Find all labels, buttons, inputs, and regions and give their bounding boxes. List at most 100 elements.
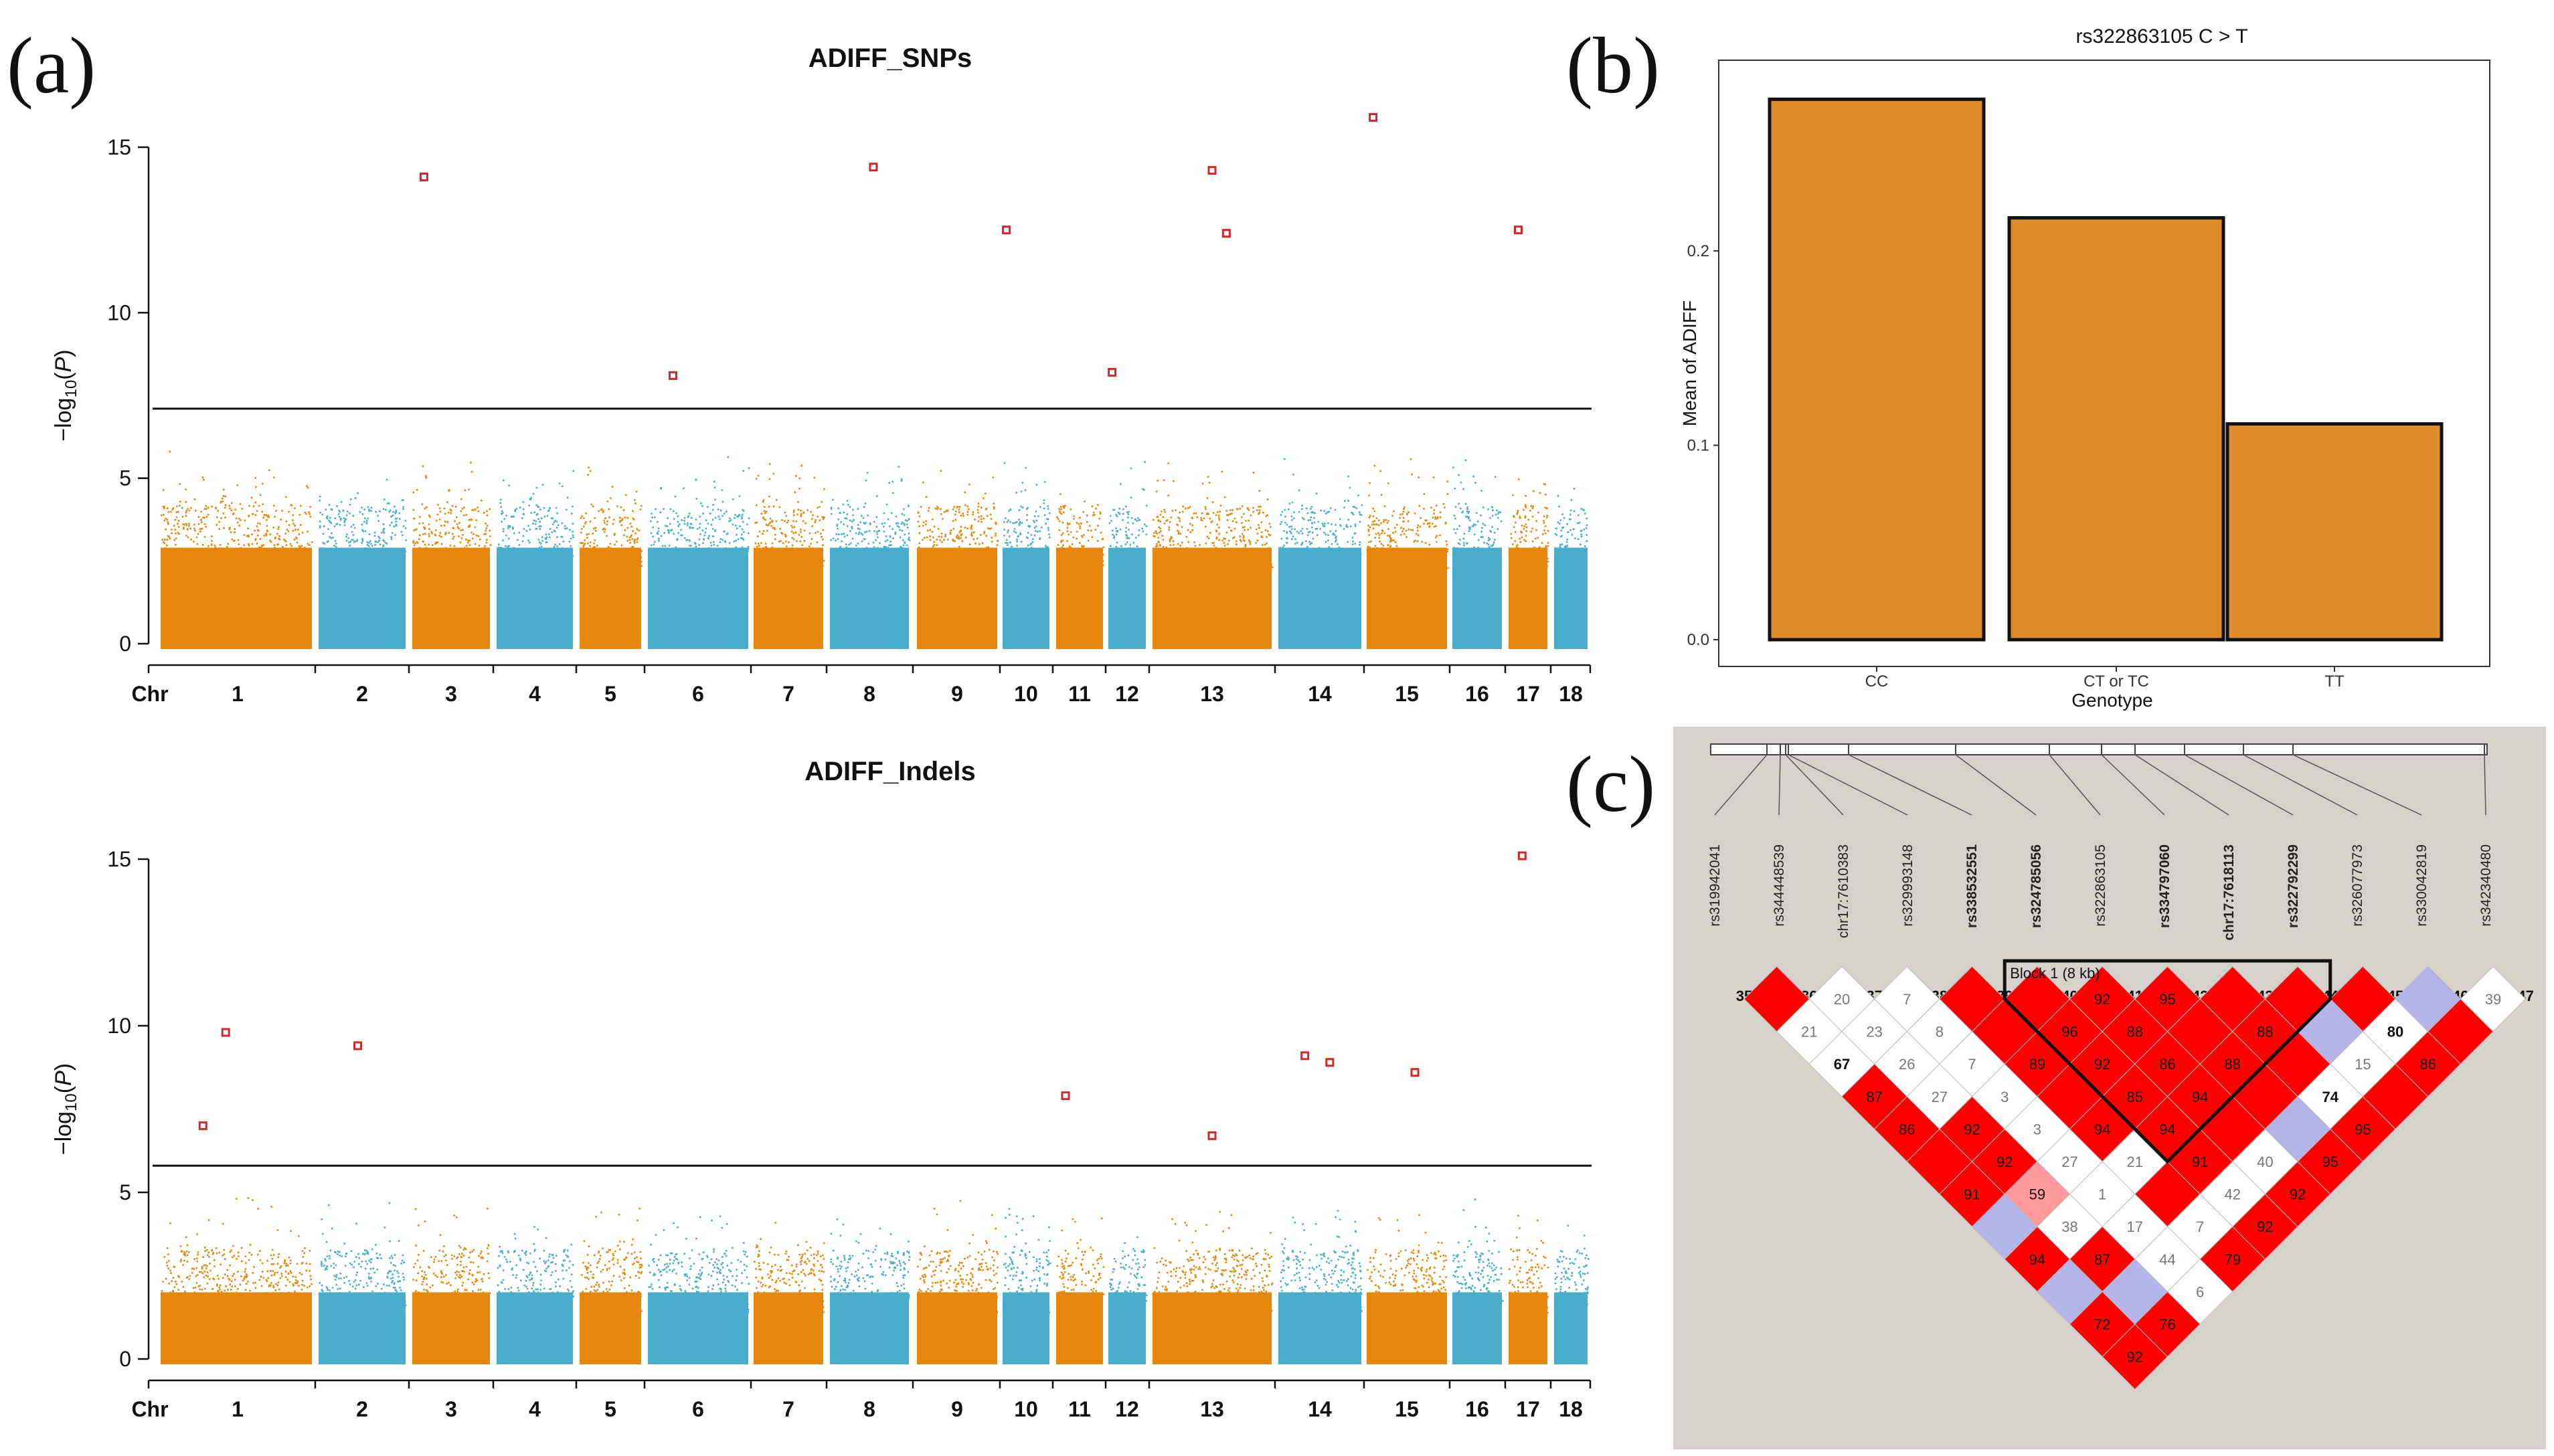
bar-category-label: CT or TC	[2083, 672, 2149, 691]
ld-cell-value: 92	[1964, 1121, 1980, 1138]
ld-cell-value: 94	[2192, 1089, 2208, 1105]
ld-cell-value: 6	[2196, 1283, 2204, 1300]
significant-point	[198, 1121, 207, 1130]
ld-cell-value: 26	[1899, 1056, 1915, 1073]
chromosome-label: 10	[1014, 1397, 1038, 1421]
ld-heatmap: rs31994204135rs34444853936chr17:76103833…	[1673, 727, 2546, 1449]
ld-cell-value: 21	[1801, 1024, 1817, 1040]
ld-cell-value: 92	[1996, 1154, 2013, 1170]
manhattan-indels-title: ADIFF_Indels	[804, 757, 976, 786]
ld-cell-value: 87	[1866, 1089, 1882, 1105]
ld-snp-label: rs342340480	[2478, 844, 2494, 927]
ld-cell-value: 85	[2127, 1089, 2143, 1105]
ld-connector	[2049, 754, 2101, 816]
manhattan-indels-points	[161, 1197, 1590, 1364]
chromosome-label: 3	[445, 1397, 457, 1421]
y-tick-label: 15	[107, 847, 131, 871]
significant-point	[1221, 229, 1231, 238]
significant-point	[1002, 225, 1011, 235]
significant-point	[1207, 166, 1217, 175]
chromosome-label: 18	[1559, 682, 1583, 706]
chromosome-label: 4	[529, 1397, 541, 1421]
ld-position-bar	[1710, 743, 2488, 755]
manhattan-points-even-chr	[319, 456, 1588, 649]
ld-cell-value: 92	[2257, 1218, 2273, 1235]
chromosome-label: 15	[1395, 1397, 1419, 1421]
ld-cell-value: 80	[2387, 1024, 2403, 1040]
ld-snp-label: rs324785056	[2029, 844, 2044, 928]
chromosome-label: 2	[356, 682, 368, 706]
ld-cell-value: 23	[1866, 1024, 1882, 1040]
y-tick-label: 0.2	[1687, 242, 1709, 260]
ld-cell-value: 86	[2159, 1056, 2175, 1073]
ld-snp-label: rs319942041	[1707, 844, 1723, 927]
ld-connector	[2101, 754, 2165, 816]
chromosome-label: 16	[1465, 1397, 1489, 1421]
ld-connector	[2184, 754, 2294, 816]
bar-ct-or-tc	[2007, 216, 2225, 642]
ld-cell-value: 88	[2127, 1024, 2143, 1040]
y-axis-label: −log10(P)	[51, 349, 80, 441]
significant-point	[221, 1028, 230, 1037]
chromosome-label: 13	[1200, 682, 1224, 706]
ld-cell-value: 92	[2094, 991, 2110, 1008]
chromosome-label: 1	[232, 1397, 244, 1421]
chromosome-label: 18	[1559, 1397, 1583, 1421]
chromosome-label: 14	[1308, 682, 1332, 706]
ld-cell-value: 39	[2485, 991, 2501, 1008]
y-tick-label: 5	[119, 466, 131, 490]
ld-cell-value: 89	[2029, 1056, 2045, 1073]
chromosome-label: 13	[1200, 1397, 1224, 1421]
ld-block-label: Block 1 (8 kb)	[2010, 965, 2100, 982]
ld-cell-value: 17	[2127, 1218, 2143, 1235]
ld-cell-value: 74	[2322, 1089, 2338, 1105]
chromosome-label: 8	[863, 682, 875, 706]
ld-cell-value: 87	[2094, 1251, 2110, 1268]
ld-block-outline	[2003, 959, 2332, 1164]
manhattan-snps-points	[161, 450, 1588, 649]
chromosome-label: 17	[1516, 1397, 1540, 1421]
significant-point	[1514, 225, 1523, 235]
chromosome-label: 4	[529, 682, 541, 706]
chromosome-label: 9	[951, 1397, 963, 1421]
ld-cell-value: 96	[2061, 1024, 2077, 1040]
bar-category-label: CC	[1865, 672, 1889, 691]
bar-chart-ylabel: Mean of ADIFF	[1679, 300, 1700, 426]
ld-cell-value: 44	[2159, 1251, 2175, 1268]
y-tick-label: 5	[119, 1180, 131, 1204]
ld-cell-value: 94	[2159, 1121, 2175, 1138]
ld-connector	[2292, 754, 2422, 816]
ld-cell-value: 7	[1968, 1056, 1976, 1073]
ld-cell-value: 92	[2290, 1186, 2306, 1203]
ld-cell-value: 76	[2159, 1316, 2175, 1333]
ld-connector	[1955, 754, 2037, 816]
ld-cell-value: 88	[2225, 1056, 2241, 1073]
manhattan-points-odd-chr	[161, 450, 1549, 649]
ld-cell-value: 7	[1903, 991, 1911, 1008]
ld-cell-value: 91	[1964, 1186, 1980, 1203]
ld-cell-value: 27	[1932, 1089, 1948, 1105]
significant-point	[1517, 851, 1527, 860]
ld-cell-value: 40	[2257, 1154, 2273, 1170]
chromosome-label: 6	[692, 1397, 704, 1421]
significant-point	[1061, 1091, 1070, 1101]
bar-tt	[2225, 422, 2444, 642]
ld-cell-value: 7	[2196, 1218, 2204, 1235]
ld-connector	[1785, 754, 1844, 816]
manhattan-points-odd-chr	[161, 1197, 1549, 1364]
significant-point	[419, 173, 428, 182]
chromosome-label: 3	[445, 682, 457, 706]
ld-connector	[2243, 754, 2358, 816]
ld-cell	[2102, 1324, 2168, 1390]
panel-label-b: (b)	[1566, 21, 1660, 110]
chromosome-label: 5	[604, 1397, 616, 1421]
chromosome-label: 12	[1115, 682, 1139, 706]
significant-point	[869, 163, 878, 172]
significant-point	[1108, 367, 1117, 377]
bar-chart-title: rs322863105 C > T	[2075, 25, 2247, 48]
ld-cell-value: 15	[2355, 1056, 2371, 1073]
ld-cell-value: 59	[2029, 1186, 2045, 1203]
